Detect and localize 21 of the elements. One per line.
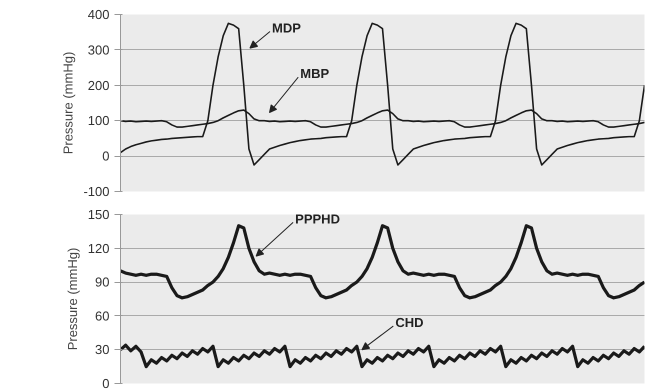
text: MDP (272, 20, 302, 36)
y-axis-title: Pressure (mmHg) (64, 248, 80, 350)
line-series (120, 224, 644, 300)
y-tick-label: 300 (88, 42, 110, 58)
y-tick-label: -100 (83, 184, 110, 199)
y-tick-label: 100 (88, 113, 110, 128)
series-label: CHD (395, 315, 424, 330)
y-tick-label: 150 (88, 207, 110, 222)
text: MBP (300, 66, 330, 82)
y-tick-label: 200 (88, 78, 110, 93)
y-axis-title: Pressure (mmHg) (60, 52, 76, 154)
y-tick-label: 90 (95, 274, 110, 290)
line-series (120, 22, 644, 166)
y-tick-label: 30 (95, 342, 110, 358)
text: PPPHD (295, 212, 340, 227)
line-series (120, 344, 644, 368)
y-tick-label: 120 (88, 240, 110, 256)
y-tick-label: 400 (88, 7, 110, 22)
y-tick-label: 60 (95, 308, 110, 324)
y-tick-label: 0 (102, 376, 110, 391)
y-tick-label: 0 (102, 148, 110, 164)
